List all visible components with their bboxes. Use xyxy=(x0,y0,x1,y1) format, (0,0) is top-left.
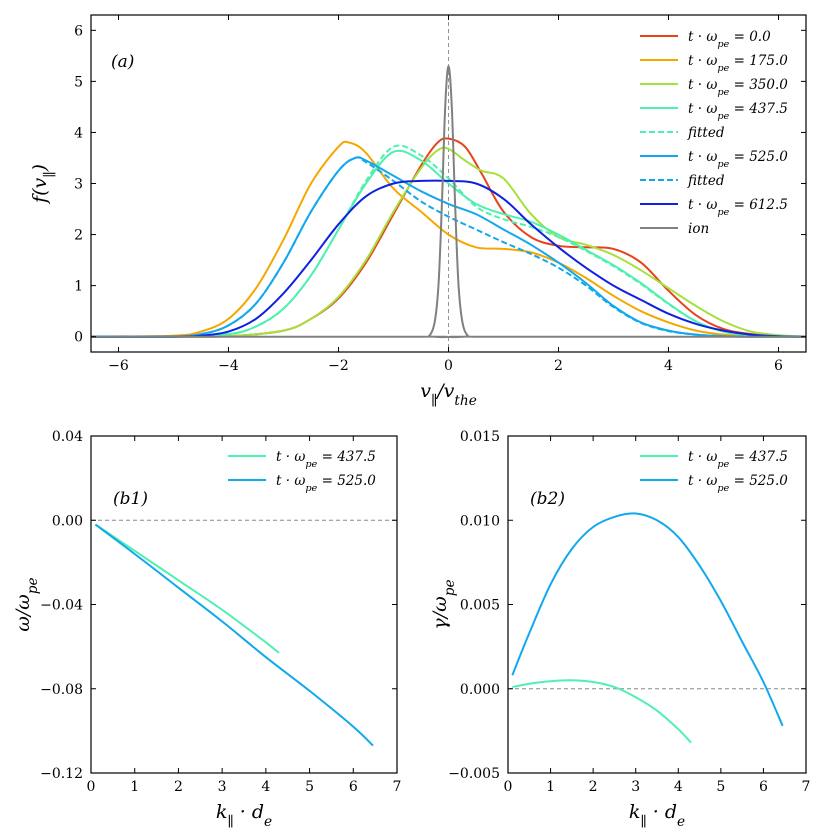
x-tick-label: −2 xyxy=(328,358,349,374)
series-line-8 xyxy=(91,65,806,339)
series-line-1 xyxy=(94,523,374,747)
y-axis-label: f(v∥) xyxy=(29,164,58,205)
x-tick-label: 1 xyxy=(130,779,139,795)
legend: t · ωpe = 0.0 t · ωpe = 175.0 t · ωpe = 35… xyxy=(640,29,788,237)
legend-label: fitted xyxy=(687,125,725,141)
y-tick-label: 5 xyxy=(74,74,83,90)
y-axis-label: γ/ωpe xyxy=(429,579,458,629)
y-tick-label: −0.08 xyxy=(40,682,83,698)
x-tick-label: 0 xyxy=(444,358,453,374)
legend-label: t · ωpe = 0.0 xyxy=(688,29,771,50)
y-tick-label: 0.00 xyxy=(52,513,83,529)
y-tick-label: 0.015 xyxy=(460,429,500,445)
legend-label: t · ωpe = 437.5 xyxy=(688,449,788,470)
y-tick-label: 0 xyxy=(74,330,83,346)
legend-label: t · ωpe = 437.5 xyxy=(276,449,376,470)
x-tick-label: 4 xyxy=(261,779,270,795)
x-tick-label: 2 xyxy=(174,779,183,795)
x-tick-label: 6 xyxy=(774,358,783,374)
x-tick-label: 7 xyxy=(802,779,811,795)
y-tick-label: 6 xyxy=(74,23,83,39)
legend-label: t · ωpe = 175.0 xyxy=(688,53,788,74)
x-tick-label: 0 xyxy=(87,779,96,795)
x-tick-label: 2 xyxy=(589,779,598,795)
x-tick-label: 2 xyxy=(554,358,563,374)
x-axis-label: k∥ · de xyxy=(629,801,685,830)
x-tick-label: 6 xyxy=(759,779,768,795)
y-tick-label: 2 xyxy=(74,228,83,244)
series-line-1 xyxy=(511,512,784,727)
legend-label: t · ωpe = 350.0 xyxy=(688,77,788,98)
x-axis-label: k∥ · de xyxy=(216,801,272,830)
series-line-2 xyxy=(91,146,806,338)
x-tick-label: −4 xyxy=(218,358,239,374)
series-line-0 xyxy=(94,523,280,654)
series-line-fitted-6 xyxy=(91,156,806,338)
x-tick-label: 5 xyxy=(305,779,314,795)
y-axis-label: ω/ωpe xyxy=(12,577,41,631)
x-tick-label: 5 xyxy=(716,779,725,795)
series-line-fitted-4 xyxy=(91,144,806,338)
y-tick-label: 0.000 xyxy=(460,682,500,698)
y-tick-label: 1 xyxy=(74,279,83,295)
legend-label: t · ωpe = 437.5 xyxy=(688,101,788,122)
legend-label: fitted xyxy=(687,173,725,189)
x-tick-label: 3 xyxy=(218,779,227,795)
series-group xyxy=(511,512,784,744)
legend-label: ion xyxy=(688,221,709,237)
legend-label: t · ωpe = 525.0 xyxy=(688,149,788,170)
y-tick-label: −0.005 xyxy=(448,766,500,782)
x-tick-label: 7 xyxy=(393,779,402,795)
legend: t · ωpe = 437.5 t · ωpe = 525.0 xyxy=(228,449,376,494)
x-tick-label: 4 xyxy=(674,779,683,795)
series-group xyxy=(91,65,806,339)
x-tick-label: 1 xyxy=(546,779,555,795)
panel-label: (b1) xyxy=(113,489,148,509)
x-tick-label: 3 xyxy=(631,779,640,795)
y-tick-label: −0.04 xyxy=(40,598,83,614)
x-tick-label: 6 xyxy=(349,779,358,795)
y-tick-label: 0.010 xyxy=(460,513,500,529)
x-tick-label: 0 xyxy=(504,779,513,795)
panel-a: −6 −4 −2 0 2 4 6 0 1 2 3 4 5 6 v∥/vthe f(v∥) (a) t · ωpe … xyxy=(29,14,807,409)
legend-label: t · ωpe = 525.0 xyxy=(276,473,376,494)
series-line-1 xyxy=(91,140,806,338)
x-tick-label: −6 xyxy=(108,358,129,374)
panel-label: (a) xyxy=(111,52,134,72)
legend-label: t · ωpe = 525.0 xyxy=(688,473,788,494)
x-axis-label: v∥/vthe xyxy=(420,380,477,409)
series-group xyxy=(94,523,374,747)
y-tick-label: 0.04 xyxy=(52,429,83,445)
panel-b2: 0 1 2 3 4 5 6 7 −0.005 0.000 0.005 0.010 0.015 k∥ · d… xyxy=(429,429,810,830)
y-tick-label: 0.005 xyxy=(460,598,500,614)
y-tick-label: 3 xyxy=(74,177,83,193)
panel-label: (b2) xyxy=(530,489,565,509)
x-tick-label: 4 xyxy=(664,358,673,374)
legend-label: t · ωpe = 612.5 xyxy=(688,197,788,218)
y-tick-label: 4 xyxy=(74,125,83,141)
series-line-7 xyxy=(91,179,806,338)
panel-b1: 0 1 2 3 4 5 6 7 −0.12 −0.08 −0.04 0.00 0.04 k∥ · de ω/… xyxy=(12,429,401,830)
legend: t · ωpe = 437.5 t · ωpe = 525.0 xyxy=(640,449,788,494)
y-tick-label: −0.12 xyxy=(40,766,83,782)
series-line-0 xyxy=(512,679,692,744)
